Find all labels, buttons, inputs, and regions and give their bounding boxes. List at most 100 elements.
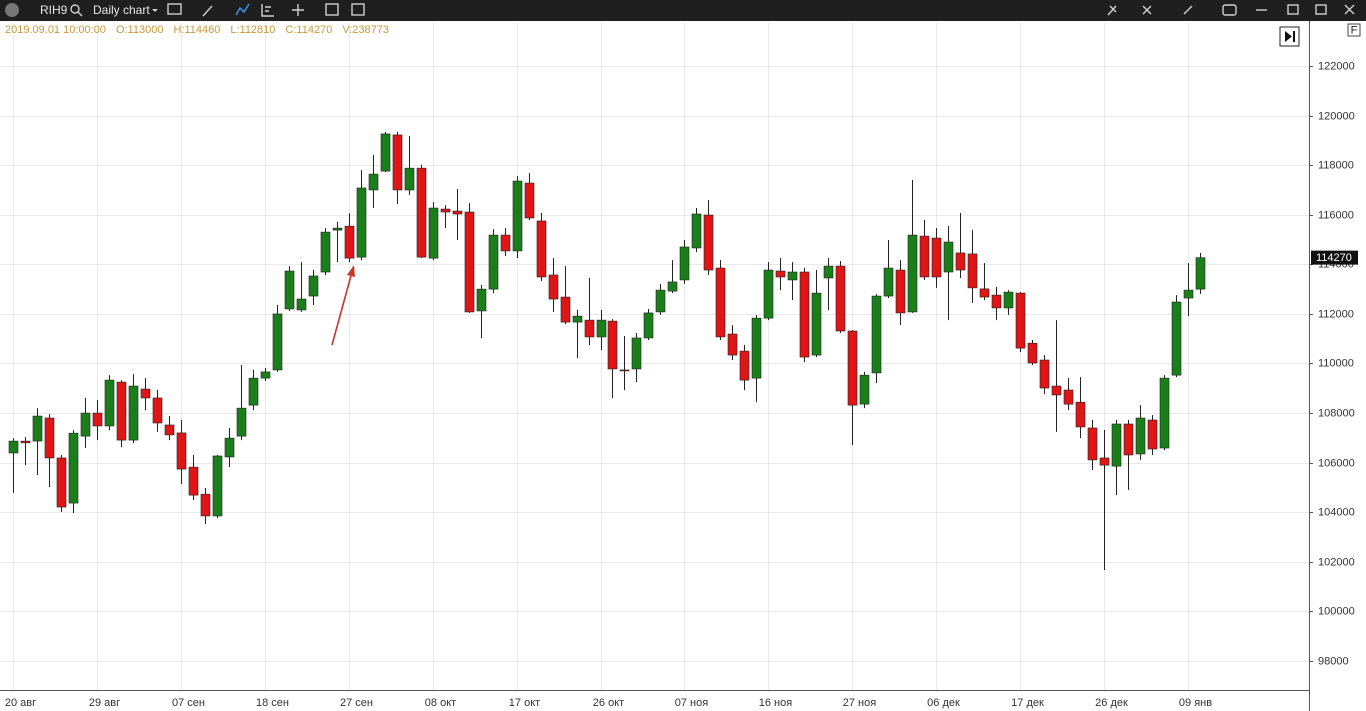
candle-body <box>643 312 654 339</box>
candle-body <box>8 440 19 454</box>
candle-body <box>488 234 499 290</box>
candle-body <box>1039 359 1050 389</box>
last-price-marker <box>1311 250 1358 265</box>
draw-tool[interactable] <box>202 5 213 17</box>
candle-body <box>476 288 487 312</box>
crosshair[interactable] <box>1142 5 1152 15</box>
candle-body <box>128 385 139 441</box>
candle-body <box>1171 301 1182 376</box>
candle-body <box>907 234 918 313</box>
toolbar <box>0 0 1366 21</box>
candle-body <box>739 350 750 381</box>
y-tick-label: 106000 <box>1318 457 1355 469</box>
candle-body <box>344 225 355 259</box>
candle-body <box>1063 389 1074 405</box>
candle-body <box>380 133 391 172</box>
candle-body <box>200 493 211 517</box>
candle-body <box>1099 457 1110 466</box>
candle-body <box>452 210 463 215</box>
candle-body <box>811 292 822 356</box>
autoscroll-button[interactable] <box>1279 26 1300 47</box>
y-tick-label: 102000 <box>1318 556 1355 568</box>
candle-body <box>164 424 175 436</box>
x-tick-label: 07 сен <box>172 697 205 709</box>
close[interactable] <box>1344 4 1355 15</box>
candle-body <box>116 381 127 441</box>
candle-body <box>1147 419 1158 450</box>
candle-body <box>284 270 295 310</box>
x-tick-label: 16 ноя <box>759 697 792 709</box>
candle-body <box>715 267 726 338</box>
candle-body <box>572 315 583 323</box>
candle-body <box>296 298 307 311</box>
candle-body <box>1075 401 1086 428</box>
add[interactable] <box>292 4 304 16</box>
candle-body <box>248 377 259 406</box>
candle-body <box>320 231 331 273</box>
info-item: V:238773 <box>342 24 389 36</box>
x-tick-label: 17 дек <box>1011 697 1044 709</box>
candle-body <box>667 281 678 292</box>
candle-body <box>308 275 319 297</box>
indicator[interactable] <box>235 3 250 16</box>
candle-body <box>524 182 535 219</box>
settings[interactable] <box>1107 5 1117 16</box>
y-tick-label: 110000 <box>1318 357 1354 369</box>
candle-body <box>871 295 882 374</box>
timeframe[interactable]: Daily chart <box>93 3 150 17</box>
window[interactable] <box>325 3 339 16</box>
candle-body <box>548 274 559 300</box>
symbol[interactable]: RIH9 <box>40 3 68 17</box>
ohlc-info: 2019.09.01 10:00:00 O:113000 H:114460 L:112… <box>5 24 389 36</box>
candle-body <box>823 265 834 279</box>
candle-body <box>596 319 607 338</box>
candle-body <box>500 234 511 252</box>
maximize[interactable] <box>1315 4 1327 15</box>
candle-body <box>536 220 547 278</box>
dropdown[interactable] <box>152 9 158 12</box>
y-tick-label: 100000 <box>1318 605 1355 617</box>
y-tick-label: 104000 <box>1318 506 1355 518</box>
candle-body <box>607 320 618 370</box>
template[interactable] <box>351 3 365 16</box>
x-tick-label: 17 окт <box>509 697 540 709</box>
candle-body <box>835 265 846 332</box>
candle-body <box>943 241 954 273</box>
candle-body <box>991 294 1002 309</box>
restore[interactable] <box>1287 4 1299 15</box>
y-tick-label: 108000 <box>1318 407 1355 419</box>
candle-body <box>68 432 79 504</box>
candle-body <box>1027 342 1038 364</box>
x-tick-label: 09 янв <box>1179 697 1212 709</box>
y-tick-label: 120000 <box>1318 110 1355 122</box>
screenshot[interactable] <box>1222 4 1237 16</box>
x-tick-label: 20 авг <box>5 697 36 709</box>
candle-body <box>224 437 235 458</box>
candle-body <box>80 412 91 437</box>
candle-body <box>931 237 942 278</box>
candle-body <box>260 371 271 379</box>
chart-area <box>0 21 1366 711</box>
candle-body <box>619 369 630 372</box>
link[interactable] <box>1183 5 1193 15</box>
candle-body <box>847 330 858 406</box>
candle-body <box>895 269 906 314</box>
chart-type[interactable] <box>167 3 182 15</box>
fix-scale-button[interactable]: F <box>1347 23 1361 37</box>
candle-body <box>368 173 379 191</box>
search-icon[interactable] <box>70 4 83 17</box>
candle-body <box>152 397 163 424</box>
x-tick-label: 27 сен <box>340 697 373 709</box>
candle-body <box>584 319 595 338</box>
candle-body <box>979 288 990 298</box>
x-tick-label: 07 ноя <box>675 697 708 709</box>
candle-body <box>392 134 403 191</box>
layout[interactable] <box>261 4 274 17</box>
info-item: 2019.09.01 10:00:00 <box>5 24 106 36</box>
candle-body <box>655 289 666 313</box>
app-logo[interactable] <box>5 3 19 17</box>
info-item: H:114460 <box>173 24 220 36</box>
candle-body <box>440 208 451 213</box>
candle-body <box>967 253 978 289</box>
